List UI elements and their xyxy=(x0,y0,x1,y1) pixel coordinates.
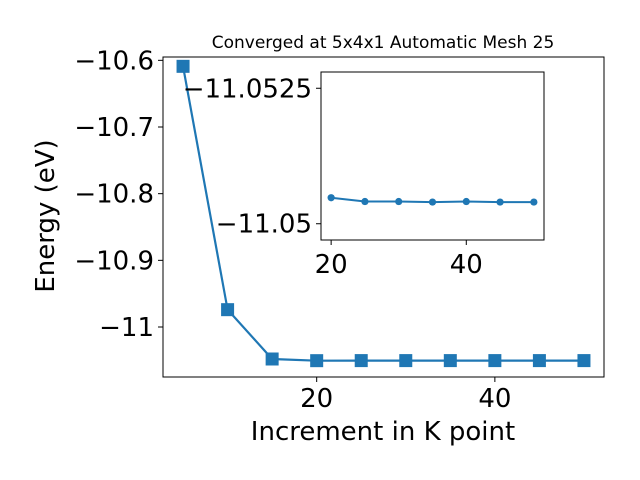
inset-data-point xyxy=(496,198,504,206)
inset-data-point xyxy=(361,197,369,206)
inset-plot-background xyxy=(321,72,544,240)
inset-x-tick-label: 40 xyxy=(450,250,483,280)
energy-data-point xyxy=(443,354,457,368)
inset-data-point xyxy=(395,197,403,206)
chart-title: Converged at 5x4x1 Automatic Mesh 25 xyxy=(212,33,555,53)
y-tick-label: −10.8 xyxy=(74,180,154,210)
inset-plot: 20 40 −11.0525 −11.05 xyxy=(183,71,545,280)
energy-data-point xyxy=(265,352,279,366)
y-tick-label: −10.7 xyxy=(74,113,154,143)
energy-data-point xyxy=(221,303,235,317)
main-plot: −10.6 −10.7 −10.8 −10.9 −11 20 40 xyxy=(74,46,605,414)
x-axis-label: Increment in K point xyxy=(251,417,515,447)
inset-data-point xyxy=(530,198,538,206)
inset-data-point xyxy=(462,197,470,206)
x-tick-label: 40 xyxy=(478,384,511,414)
inset-data-point xyxy=(428,198,437,206)
energy-series-line xyxy=(181,66,584,362)
energy-data-point xyxy=(176,59,190,73)
energy-data-point xyxy=(399,354,413,368)
inset-x-tick-label: 20 xyxy=(315,250,348,280)
y-tick-label: −11 xyxy=(99,313,154,343)
x-tick-label: 20 xyxy=(300,384,333,414)
energy-data-point xyxy=(532,354,546,368)
y-tick-label: −10.9 xyxy=(74,246,154,276)
inset-plot-frame xyxy=(320,71,545,241)
y-axis-label: Energy (eV) xyxy=(31,139,61,292)
inset-y-tick-label: −11.05 xyxy=(216,210,312,240)
main-plot-frame xyxy=(162,56,605,378)
energy-data-point xyxy=(354,354,368,368)
energy-data-point xyxy=(577,354,591,368)
inset-y-tick-label: −11.0525 xyxy=(183,74,312,104)
y-tick-label: −10.6 xyxy=(74,46,154,76)
energy-data-point xyxy=(310,354,324,368)
inset-data-point xyxy=(327,194,335,202)
energy-data-point xyxy=(488,354,502,368)
